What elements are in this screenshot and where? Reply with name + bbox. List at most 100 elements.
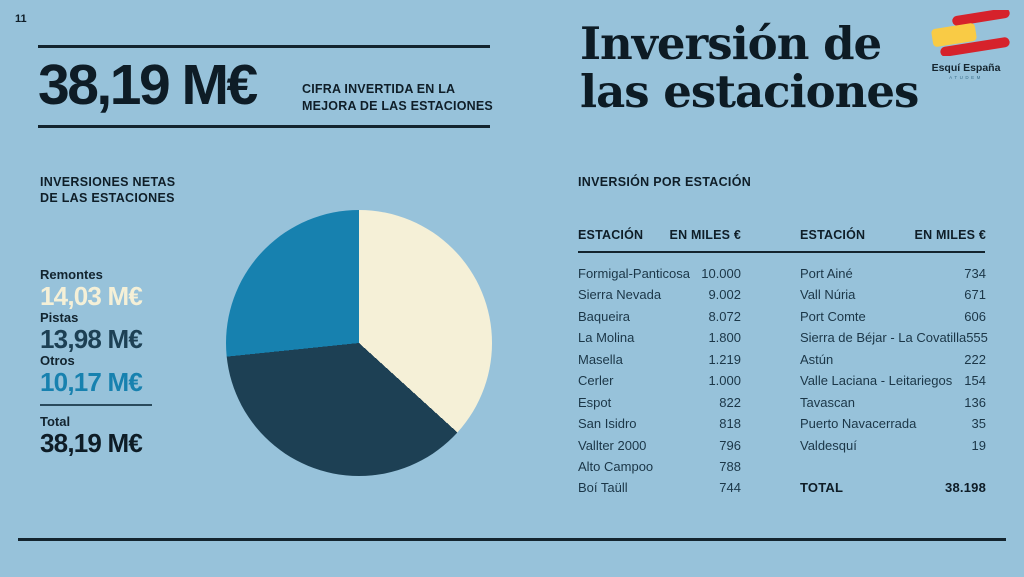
station-name: Vallter 2000 <box>578 437 647 453</box>
legend-label: Otros <box>40 353 75 368</box>
total-value: 38.198 <box>945 480 986 496</box>
table-row: Baqueira 8.072 <box>578 309 741 330</box>
station-name: Port Comte <box>800 308 866 324</box>
table-row: Valdesquí 19 <box>800 438 986 459</box>
station-name: Tavascan <box>800 394 855 410</box>
pie-section-label-line2: DE LAS ESTACIONES <box>40 191 175 205</box>
table-total-row: TOTAL 38.198 <box>800 480 986 501</box>
page-number: 11 <box>15 13 27 25</box>
station-value: 734 <box>964 266 986 281</box>
station-name: Sierra de Béjar - La Covatilla <box>800 330 967 346</box>
table-row: Puerto Navacerrada 35 <box>800 416 986 437</box>
table-row: Vallter 2000 796 <box>578 438 741 459</box>
table-row: Port Comte 606 <box>800 309 986 330</box>
table-row: Tavascan 136 <box>800 395 986 416</box>
station-value: 788 <box>719 458 741 474</box>
table-row: Masella 1.219 <box>578 352 741 373</box>
station-name: Baqueira <box>578 308 631 324</box>
station-value: 671 <box>964 287 986 303</box>
headline-caption-line1: CIFRA INVERTIDA EN LA <box>302 82 456 96</box>
station-name: San Isidro <box>578 416 637 432</box>
station-name: Puerto Navacerrada <box>800 416 917 432</box>
legend-total-label: Total <box>40 414 71 429</box>
table-right-header: ESTACIÓN EN MILES € <box>800 228 986 242</box>
station-value: 818 <box>719 416 741 432</box>
headline-caption-line2: MEJORA DE LAS ESTACIONES <box>302 98 493 113</box>
table-row: Espot 822 <box>578 395 741 416</box>
station-value: 222 <box>964 351 986 367</box>
station-name: Espot <box>578 394 612 410</box>
station-name: Masella <box>578 351 623 367</box>
table-row: Boí Taüll 744 <box>578 480 741 501</box>
station-table-left: Formigal-Panticosa 10.000 Sierra Nevada 9.0… <box>578 266 741 502</box>
spain-flag-swoosh-icon <box>931 8 1010 57</box>
station-value: 35 <box>971 416 986 432</box>
station-value: 136 <box>964 394 986 410</box>
station-value: 744 <box>719 480 741 496</box>
station-name: Boí Taüll <box>578 480 628 496</box>
column-header-station: ESTACIÓN <box>800 228 866 242</box>
legend-value: 13,98 M€ <box>40 324 143 354</box>
table-row: San Isidro 818 <box>578 416 741 437</box>
table-row: Alto Campoo 788 <box>578 459 741 480</box>
station-name: Vall Núria <box>800 287 856 303</box>
pie-section-label-line1: INVERSIONES NETAS <box>40 175 176 189</box>
table-row: Cerler 1.000 <box>578 373 741 394</box>
table-row: Sierra de Béjar - La Covatilla 555 <box>800 330 988 351</box>
table-row: La Molina 1.800 <box>578 330 741 351</box>
total-label: TOTAL <box>800 480 844 496</box>
station-name: Alto Campoo <box>578 458 654 474</box>
station-name: Formigal-Panticosa <box>578 266 690 281</box>
column-header-value: EN MILES € <box>914 228 986 242</box>
headline-figure: 38,19 M€ <box>38 53 258 117</box>
station-value: 19 <box>971 437 986 453</box>
station-name: Cerler <box>578 373 614 389</box>
station-table-right: Port Ainé 734 Vall Núria 671 Port Comte 606 Si… <box>800 266 988 502</box>
legend-divider <box>40 404 152 406</box>
station-value: 9.002 <box>708 287 741 303</box>
station-value: 555 <box>966 330 988 346</box>
legend-value: 14,03 M€ <box>40 281 143 311</box>
table-row: Valle Laciana - Leitariegos 154 <box>800 373 986 394</box>
legend-item: Otros 10,17 M€ <box>40 353 190 397</box>
esqui-espana-logo: Esquí España ATUDEM <box>918 8 1014 80</box>
station-name: Sierra Nevada <box>578 287 662 303</box>
header-rule-top <box>38 45 490 48</box>
legend-total-value: 38,19 M€ <box>40 428 143 458</box>
station-name: La Molina <box>578 330 635 346</box>
station-value: 1.800 <box>708 330 741 346</box>
station-value: 1.000 <box>708 373 741 389</box>
table-row: Port Ainé 734 <box>800 266 986 287</box>
header-rule-bottom <box>38 125 490 128</box>
station-value: 606 <box>964 308 986 324</box>
headline-caption: CIFRA INVERTIDA EN LA MEJORA DE LAS ESTA… <box>302 81 493 114</box>
table-left-header: ESTACIÓN EN MILES € <box>578 228 741 242</box>
page-title-line1: Inversión de <box>580 17 882 70</box>
station-value: 10.000 <box>701 266 741 281</box>
station-name: Valle Laciana - Leitariegos <box>800 373 953 389</box>
legend-value: 10,17 M€ <box>40 367 143 397</box>
pie-legend: Remontes 14,03 M€ Pistas 13,98 M€ Otros 10,17… <box>40 268 190 456</box>
column-header-value: EN MILES € <box>669 228 741 242</box>
table-section-label: INVERSIÓN POR ESTACIÓN <box>578 175 752 189</box>
station-name: Valdesquí <box>800 437 857 453</box>
table-row: Vall Núria 671 <box>800 287 986 308</box>
pie-section-label: INVERSIONES NETAS DE LAS ESTACIONES <box>40 174 175 206</box>
table-row: Formigal-Panticosa 10.000 <box>578 266 741 287</box>
legend-item: Remontes 14,03 M€ <box>40 267 190 311</box>
logo-subtext: ATUDEM <box>949 75 983 80</box>
logo-name: Esquí España <box>931 62 1001 74</box>
station-value: 1.219 <box>708 351 741 367</box>
table-row: Astún 222 <box>800 352 986 373</box>
table-row: Sierra Nevada 9.002 <box>578 287 741 308</box>
page-title: Inversión de las estaciones <box>580 17 919 118</box>
station-value: 8.072 <box>708 308 741 324</box>
station-value: 822 <box>719 394 741 410</box>
page-title-line2: las estaciones <box>580 65 919 118</box>
station-name: Astún <box>800 351 834 367</box>
station-name: Port Ainé <box>800 266 853 281</box>
legend-label: Pistas <box>40 310 79 325</box>
station-value: 154 <box>964 373 986 389</box>
footer-rule <box>18 538 1006 541</box>
legend-label: Remontes <box>40 267 103 282</box>
